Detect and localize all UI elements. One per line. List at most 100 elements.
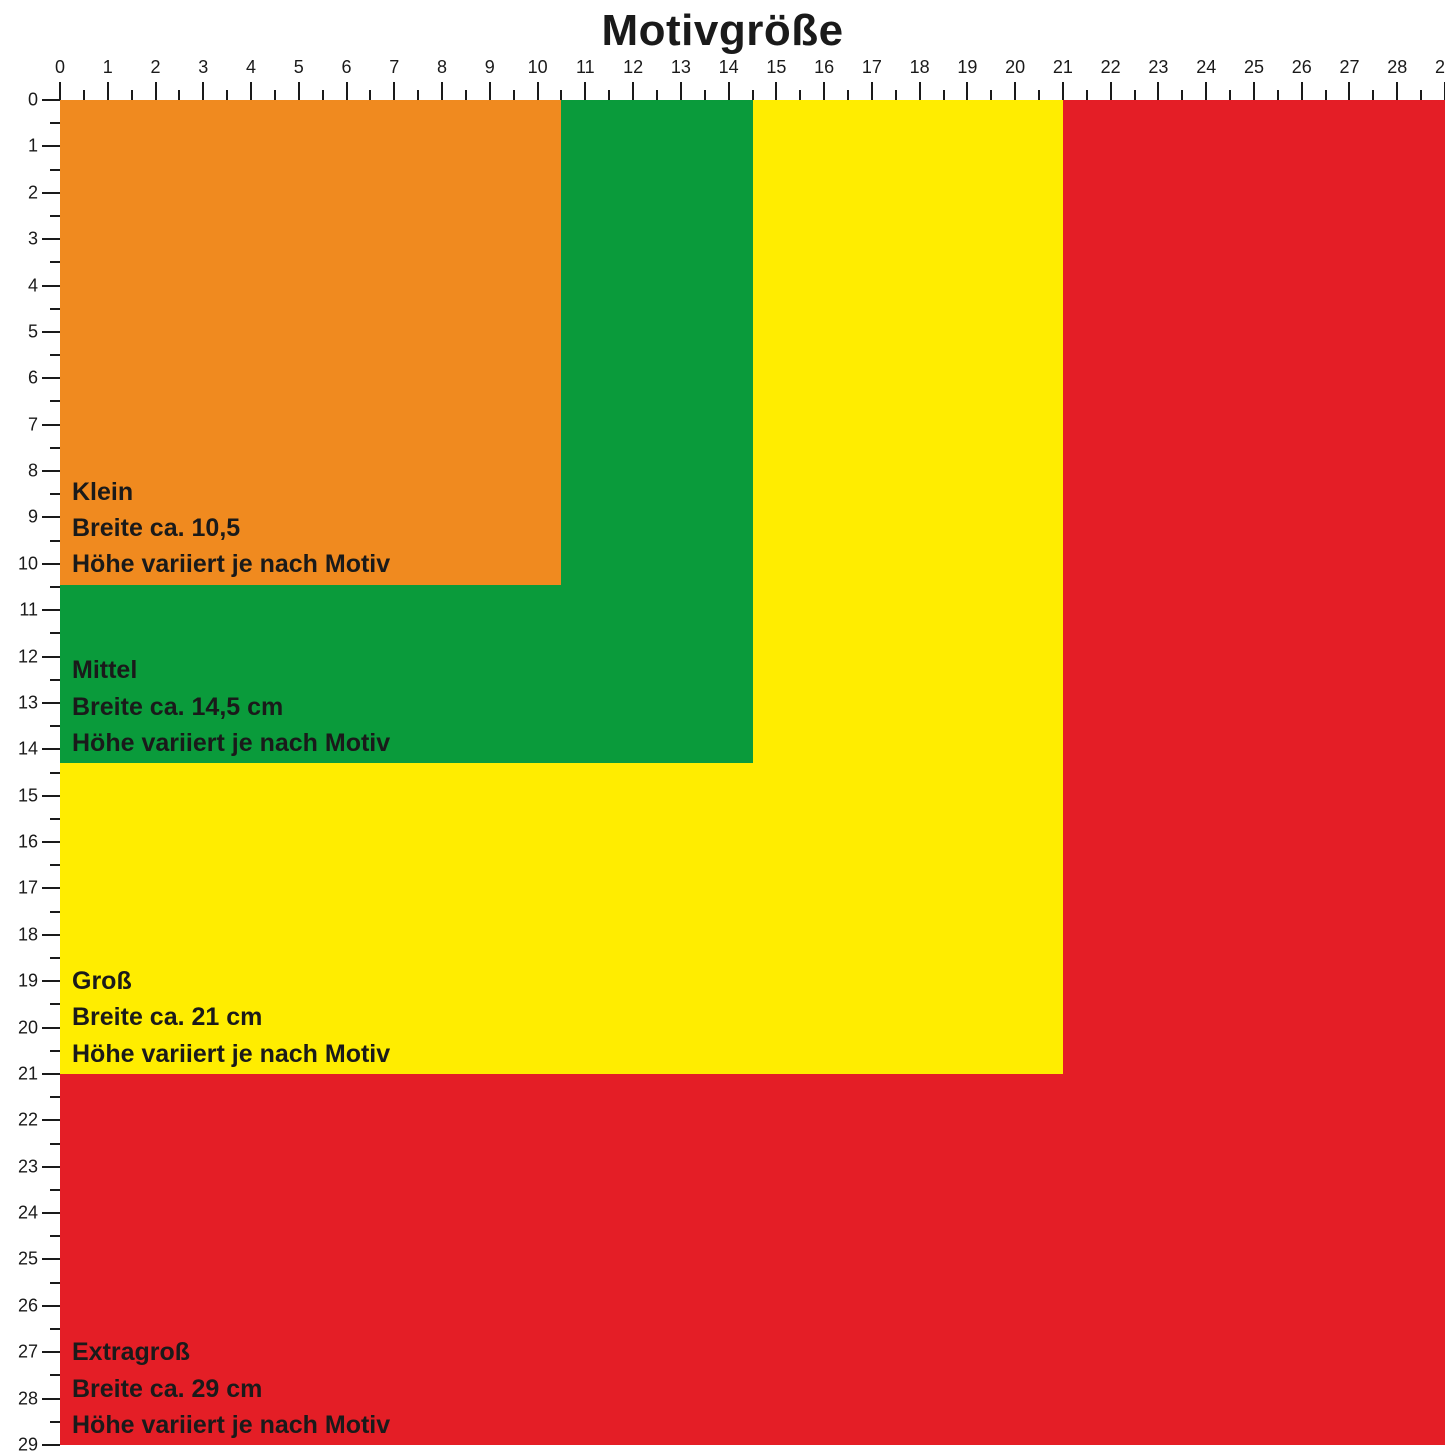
- ruler-left-number: 19: [18, 971, 38, 992]
- ruler-left-tick-minor: [50, 1143, 60, 1145]
- size-box-label-line: Höhe variiert je nach Motiv: [72, 725, 390, 761]
- ruler-top-number: 8: [437, 57, 447, 78]
- ruler-top-tick-minor: [1420, 90, 1422, 100]
- ruler-left-tick: [42, 1166, 60, 1168]
- ruler-left-tick: [42, 1258, 60, 1260]
- ruler-top-number: 22: [1101, 57, 1121, 78]
- ruler-left-tick-minor: [50, 1282, 60, 1284]
- ruler-left-tick: [42, 748, 60, 750]
- ruler-left-tick-minor: [50, 586, 60, 588]
- ruler-left-number: 17: [18, 878, 38, 899]
- ruler-top-number: 18: [910, 57, 930, 78]
- ruler-left-number: 23: [18, 1156, 38, 1177]
- ruler-left-tick: [42, 424, 60, 426]
- ruler-top-tick: [1301, 82, 1303, 100]
- ruler-left-tick-minor: [50, 1421, 60, 1423]
- ruler-left-number: 7: [28, 414, 38, 435]
- ruler-top-tick-minor: [1086, 90, 1088, 100]
- ruler-top-tick-minor: [369, 90, 371, 100]
- ruler-left-tick-minor: [50, 400, 60, 402]
- chart-area: ExtragroßBreite ca. 29 cm Höhe variiert j…: [60, 100, 1445, 1445]
- ruler-top-tick: [919, 82, 921, 100]
- ruler-top-number: 23: [1148, 57, 1168, 78]
- ruler-top-tick: [489, 82, 491, 100]
- ruler-left-tick: [42, 285, 60, 287]
- ruler-left-tick: [42, 609, 60, 611]
- ruler-top-tick: [1253, 82, 1255, 100]
- ruler-top-tick-minor: [417, 90, 419, 100]
- ruler-left-number: 12: [18, 646, 38, 667]
- ruler-top-tick: [680, 82, 682, 100]
- ruler-left-number: 2: [28, 182, 38, 203]
- ruler-top-number: 11: [576, 57, 595, 78]
- ruler-left-number: 18: [18, 924, 38, 945]
- ruler-top-tick: [250, 82, 252, 100]
- ruler-left-number: 24: [18, 1203, 38, 1224]
- ruler-left-tick-minor: [50, 354, 60, 356]
- ruler-top-number: 21: [1053, 57, 1073, 78]
- ruler-top-tick: [537, 82, 539, 100]
- ruler-left-number: 14: [18, 739, 38, 760]
- ruler-top-tick-minor: [178, 90, 180, 100]
- ruler-left-tick-minor: [50, 1096, 60, 1098]
- ruler-top-tick-minor: [990, 90, 992, 100]
- ruler-top-number: 2: [151, 57, 161, 78]
- ruler-top: 0123456789101112131415161718192021222324…: [60, 50, 1445, 100]
- ruler-left-tick-minor: [50, 679, 60, 681]
- ruler-left-number: 25: [18, 1249, 38, 1270]
- size-box-label-line: Breite ca. 29 cm: [72, 1371, 390, 1407]
- ruler-left-number: 0: [28, 90, 38, 111]
- ruler-top-tick: [871, 82, 873, 100]
- ruler-top-tick: [632, 82, 634, 100]
- ruler-top-number: 5: [294, 57, 304, 78]
- ruler-top-tick-minor: [656, 90, 658, 100]
- ruler-left-tick: [42, 934, 60, 936]
- ruler-left-tick-minor: [50, 957, 60, 959]
- ruler-left-number: 15: [18, 785, 38, 806]
- ruler-top-number: 6: [342, 57, 352, 78]
- size-box-label-line: Breite ca. 21 cm: [72, 999, 390, 1035]
- ruler-left: 0123456789101112131415161718192021222324…: [0, 100, 60, 1445]
- size-box-label-line: Breite ca. 10,5: [72, 510, 390, 546]
- ruler-top-number: 9: [485, 57, 495, 78]
- size-box-label-line: Groß: [72, 963, 390, 999]
- ruler-top-number: 0: [55, 57, 65, 78]
- ruler-left-tick: [42, 702, 60, 704]
- ruler-top-tick-minor: [274, 90, 276, 100]
- ruler-top-number: 13: [671, 57, 691, 78]
- ruler-left-tick: [42, 238, 60, 240]
- ruler-left-tick-minor: [50, 169, 60, 171]
- ruler-left-tick-minor: [50, 215, 60, 217]
- ruler-left-tick-minor: [50, 818, 60, 820]
- ruler-left-number: 3: [28, 229, 38, 250]
- ruler-top-tick-minor: [513, 90, 515, 100]
- size-box-label-klein: KleinBreite ca. 10,5Höhe variiert je nac…: [72, 474, 390, 583]
- ruler-top-tick-minor: [1181, 90, 1183, 100]
- size-box-label-line: Breite ca. 14,5 cm: [72, 689, 390, 725]
- ruler-left-tick: [42, 1212, 60, 1214]
- ruler-left-tick: [42, 516, 60, 518]
- ruler-top-tick-minor: [322, 90, 324, 100]
- ruler-left-tick: [42, 795, 60, 797]
- ruler-left-tick-minor: [50, 1050, 60, 1052]
- ruler-top-number: 12: [623, 57, 643, 78]
- ruler-left-tick-minor: [50, 308, 60, 310]
- ruler-top-tick: [107, 82, 109, 100]
- ruler-top-number: 19: [957, 57, 977, 78]
- ruler-left-tick: [42, 1073, 60, 1075]
- ruler-left-tick-minor: [50, 772, 60, 774]
- ruler-left-tick-minor: [50, 122, 60, 124]
- ruler-top-number: 17: [862, 57, 882, 78]
- ruler-left-number: 21: [18, 1063, 38, 1084]
- size-box-label-extragroß: ExtragroßBreite ca. 29 cmHöhe variiert j…: [72, 1334, 390, 1443]
- size-box-label-line: Extragroß: [72, 1334, 390, 1370]
- ruler-left-number: 27: [18, 1342, 38, 1363]
- ruler-left-number: 11: [19, 600, 38, 621]
- ruler-top-tick: [966, 82, 968, 100]
- ruler-top-tick: [1157, 82, 1159, 100]
- ruler-left-tick-minor: [50, 911, 60, 913]
- ruler-left-tick: [42, 1444, 60, 1446]
- ruler-top-tick: [441, 82, 443, 100]
- ruler-top-tick: [584, 82, 586, 100]
- ruler-left-tick-minor: [50, 1235, 60, 1237]
